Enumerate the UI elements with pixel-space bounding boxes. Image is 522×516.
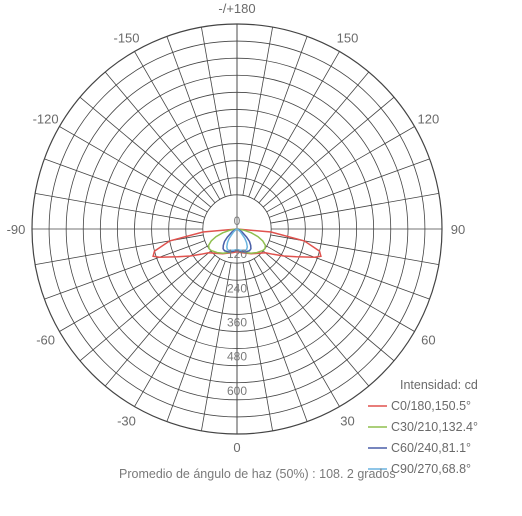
angle-label: -120 xyxy=(33,112,59,127)
angle-label: -90 xyxy=(7,222,26,237)
series-curve-2 xyxy=(222,228,252,253)
radial-label: 600 xyxy=(227,384,247,398)
radial-label: 0 xyxy=(234,214,241,228)
angle-label: 90 xyxy=(451,222,465,237)
series-curves xyxy=(152,228,322,258)
angle-labels: -/+180 -150 150 -120 120 -90 90 -60 60 -30 30 0 xyxy=(7,1,466,455)
radial-label: 240 xyxy=(227,281,247,295)
ring-grid-circle xyxy=(65,57,409,401)
angle-label: 120 xyxy=(418,112,440,127)
ring-grid-circle xyxy=(134,126,340,332)
angle-label: 0 xyxy=(233,440,240,455)
ring-grid-circle xyxy=(168,160,306,298)
legend: Intensidad: cd C0/180,150.5° C30/210,132.… xyxy=(368,378,478,476)
angle-label: 30 xyxy=(340,413,354,428)
angle-label: -60 xyxy=(36,333,55,348)
angle-label: 60 xyxy=(421,333,435,348)
polar-grid xyxy=(31,23,443,435)
radial-label: 480 xyxy=(227,350,247,364)
radial-label: 360 xyxy=(227,316,247,330)
radial-labels: 0 120 240 360 480 600 xyxy=(227,214,247,398)
legend-entry: C60/240,81.1° xyxy=(391,441,471,455)
ring-grid-circle xyxy=(202,194,272,264)
ring-grid-circle xyxy=(151,143,323,315)
angle-label: 150 xyxy=(337,31,359,46)
angle-label: -150 xyxy=(113,31,139,46)
angle-label: -30 xyxy=(117,413,136,428)
legend-entry: C90/270,68.8° xyxy=(391,462,471,476)
ring-grid-circle xyxy=(31,23,443,435)
ring-grid-circle xyxy=(185,177,289,281)
legend-unit-label: Intensidad: cd xyxy=(400,378,478,392)
series-curve-3 xyxy=(226,228,249,252)
series-curve-0 xyxy=(152,228,322,258)
legend-entry: C0/180,150.5° xyxy=(391,399,471,413)
ring-grid-circle xyxy=(48,40,426,418)
radial-label: 120 xyxy=(227,247,247,261)
beam-angle-footer: Promedio de ángulo de haz (50%) : 108. 2… xyxy=(119,467,396,481)
ring-grid-circle xyxy=(99,91,375,367)
ring-grid-circle xyxy=(82,74,392,384)
ring-grid-circle xyxy=(117,109,357,349)
angle-label: -/+180 xyxy=(218,1,255,16)
legend-entry: C30/210,132.4° xyxy=(391,420,478,434)
